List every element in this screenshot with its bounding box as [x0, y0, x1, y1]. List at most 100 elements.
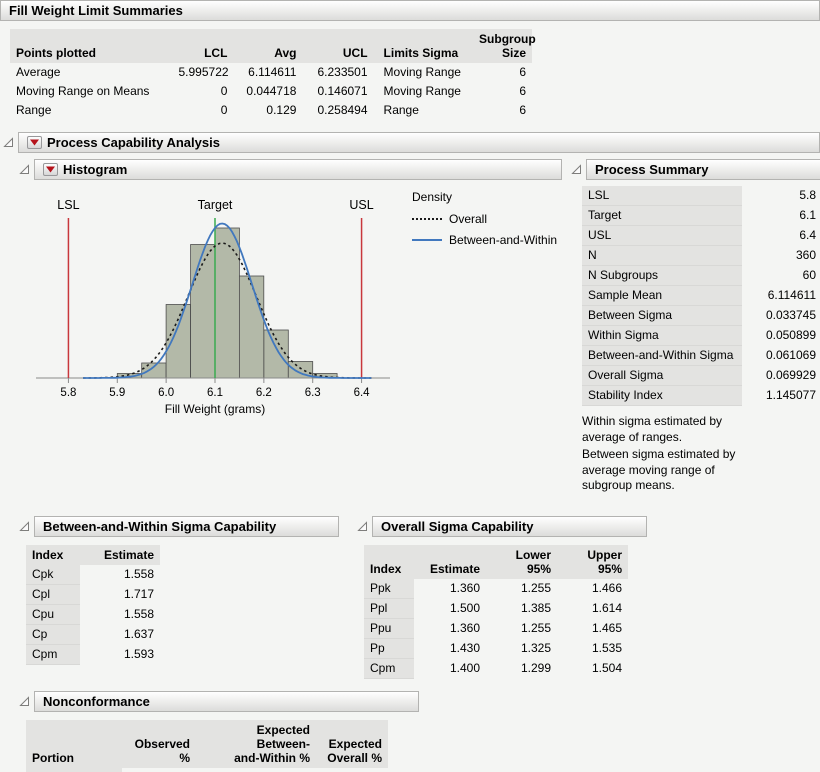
column-header: Expected Between-and-Within %: [196, 719, 316, 768]
disclosure-triangle-icon[interactable]: [18, 520, 31, 532]
ref-line-label: Target: [198, 198, 233, 212]
table-cell: 1.360: [449, 581, 480, 596]
table-cell: Overall Sigma: [582, 365, 742, 386]
histogram-bar[interactable]: [238, 275, 265, 379]
table-cell: 1.535: [591, 640, 622, 655]
table-row: Within Sigma 0.050899: [582, 325, 820, 346]
histogram-bar[interactable]: [165, 304, 191, 379]
limit-summaries-header-row: Fill Weight Limit Summaries: [0, 0, 820, 21]
limit-summaries-header[interactable]: Fill Weight Limit Summaries: [0, 0, 820, 21]
table-cell: Below LSL: [26, 767, 122, 772]
table-cell: 1.325: [520, 640, 551, 655]
note-between-sigma: Between sigma estimated by average movin…: [582, 447, 736, 493]
bw-capability-table: Index Estimate Cpk 1.558 Cpl 1.717 Cpu 1.558 Cp 1…: [26, 544, 160, 665]
column-header: Upper 95%: [557, 544, 628, 579]
table-row: Between-and-Within Sigma 0.061069: [582, 345, 820, 366]
table-row: Range 0 0.129 0.258494 Range 6: [10, 101, 532, 120]
table-cell: Moving Range: [383, 65, 461, 79]
table-row: Sample Mean 6.114611: [582, 285, 820, 306]
column-header: Index: [26, 544, 80, 565]
table-cell: 0.146071: [317, 84, 368, 98]
table-cell: 0.0000: [122, 768, 196, 772]
limit-summaries-title: Fill Weight Limit Summaries: [9, 3, 183, 18]
red-triangle-menu-icon[interactable]: [27, 136, 42, 149]
table-cell: 1.400: [449, 660, 480, 675]
solid-line-sample-icon: [412, 239, 442, 241]
x-axis-title: Fill Weight (grams): [165, 402, 265, 416]
table-row: N Subgroups 60: [582, 265, 820, 286]
disclosure-triangle-icon[interactable]: [18, 695, 31, 707]
table-cell: Between-and-Within Sigma: [582, 345, 742, 366]
ref-line-label: LSL: [57, 198, 79, 212]
capability-tables-row: Between-and-Within Sigma Capability Inde…: [18, 515, 820, 679]
nonconformance-header-row: Nonconformance: [18, 690, 820, 712]
table-cell: Cpk: [26, 564, 80, 585]
table-cell: 0.033745: [765, 308, 816, 322]
table-cell: Ppu: [364, 618, 414, 639]
table-cell: 0.0003: [316, 768, 388, 772]
overall-capability-header[interactable]: Overall Sigma Capability: [372, 515, 647, 537]
disclosure-triangle-icon[interactable]: [570, 164, 583, 176]
histogram-header[interactable]: Histogram: [34, 159, 562, 180]
nonconformance-section: Nonconformance Portion Observed % Expected…: [18, 690, 820, 772]
bw-capability-header[interactable]: Between-and-Within Sigma Capability: [34, 515, 339, 537]
table-cell: N Subgroups: [582, 265, 742, 286]
disclosure-triangle-icon[interactable]: [18, 164, 31, 176]
disclosure-triangle-icon[interactable]: [356, 520, 369, 532]
table-cell: 1.558: [123, 567, 154, 582]
table-row: Cp 1.637: [26, 624, 160, 645]
pca-header[interactable]: Process Capability Analysis: [18, 132, 820, 153]
table-cell: 6.1: [799, 208, 816, 222]
table-cell: 0.061069: [765, 348, 816, 362]
table-cell: Pp: [364, 638, 414, 659]
table-cell: 1.558: [123, 606, 154, 621]
legend-entries: Overall Between-and-Within: [412, 212, 557, 247]
table-cell: 0.069929: [765, 368, 816, 382]
table-cell: 1.614: [591, 600, 622, 615]
x-axis-tick-label: 5.8: [60, 387, 76, 399]
disclosure-triangle-icon[interactable]: [2, 137, 15, 149]
table-row: Target 6.1: [582, 205, 820, 226]
density-curve-between-and-within: [83, 222, 372, 379]
nonconformance-header[interactable]: Nonconformance: [34, 690, 419, 712]
table-cell: Cp: [26, 624, 80, 645]
table-cell: 1.504: [591, 660, 622, 675]
histogram-content: 5.8 5.9 6.0 6.1 6.2 6.3 6.4 Fill Weight (grams)…: [18, 180, 562, 426]
table-row: Ppu 1.360 1.255 1.465: [364, 618, 628, 639]
table-cell: 0.050899: [765, 328, 816, 342]
table-cell: 1.255: [520, 581, 551, 596]
table-cell: 360: [795, 248, 816, 262]
table-row: Cpk 1.558: [26, 564, 160, 585]
table-cell: 1.385: [520, 600, 551, 615]
table-cell: 0.258494: [317, 103, 368, 117]
column-header: Portion: [26, 719, 122, 768]
pca-body: Histogram 5.8 5.9 6.0 6.1 6.2 6.3 6.4 Fill Weig…: [0, 159, 820, 496]
table-row: Below LSL0.00000.00000.0003: [26, 767, 388, 772]
process-summary-table: LSL 5.8 Target 6.1 USL 6.4 N 360 N Subgroups 60 Sa…: [582, 186, 820, 406]
table-cell: Ppk: [364, 578, 414, 599]
pca-title: Process Capability Analysis: [47, 135, 220, 150]
table-cell: 1.500: [449, 600, 480, 615]
table-cell: Range: [16, 103, 52, 117]
table-cell: Between Sigma: [582, 305, 742, 326]
histogram-bar[interactable]: [141, 362, 167, 379]
histogram-bar[interactable]: [214, 227, 240, 379]
process-summary-header[interactable]: Process Summary: [586, 159, 820, 180]
table-cell: 0.0000: [196, 768, 316, 772]
x-axis-tick-label: 6.4: [354, 387, 371, 399]
histogram-plot[interactable]: 5.8 5.9 6.0 6.1 6.2 6.3 6.4 Fill Weight (grams)…: [20, 186, 400, 426]
column-header: Avg: [233, 29, 303, 63]
table-cell: 5.995722: [178, 65, 229, 79]
table-cell: 6: [519, 84, 526, 98]
overall-capability-table: Index Estimate Lower 95% Upper 95% Ppk 1.360 1…: [364, 544, 628, 679]
table-row: Overall Sigma 0.069929: [582, 365, 820, 386]
table-cell: Within Sigma: [582, 325, 742, 346]
column-header: LCL: [172, 29, 234, 63]
bw-capability-title: Between-and-Within Sigma Capability: [43, 518, 277, 534]
table-cell: Cpu: [26, 604, 80, 625]
table-cell: Cpm: [26, 644, 80, 665]
table-row: Pp 1.430 1.325 1.535: [364, 638, 628, 659]
red-triangle-menu-icon[interactable]: [43, 163, 58, 176]
x-axis-tick-label: 5.9: [109, 387, 125, 399]
